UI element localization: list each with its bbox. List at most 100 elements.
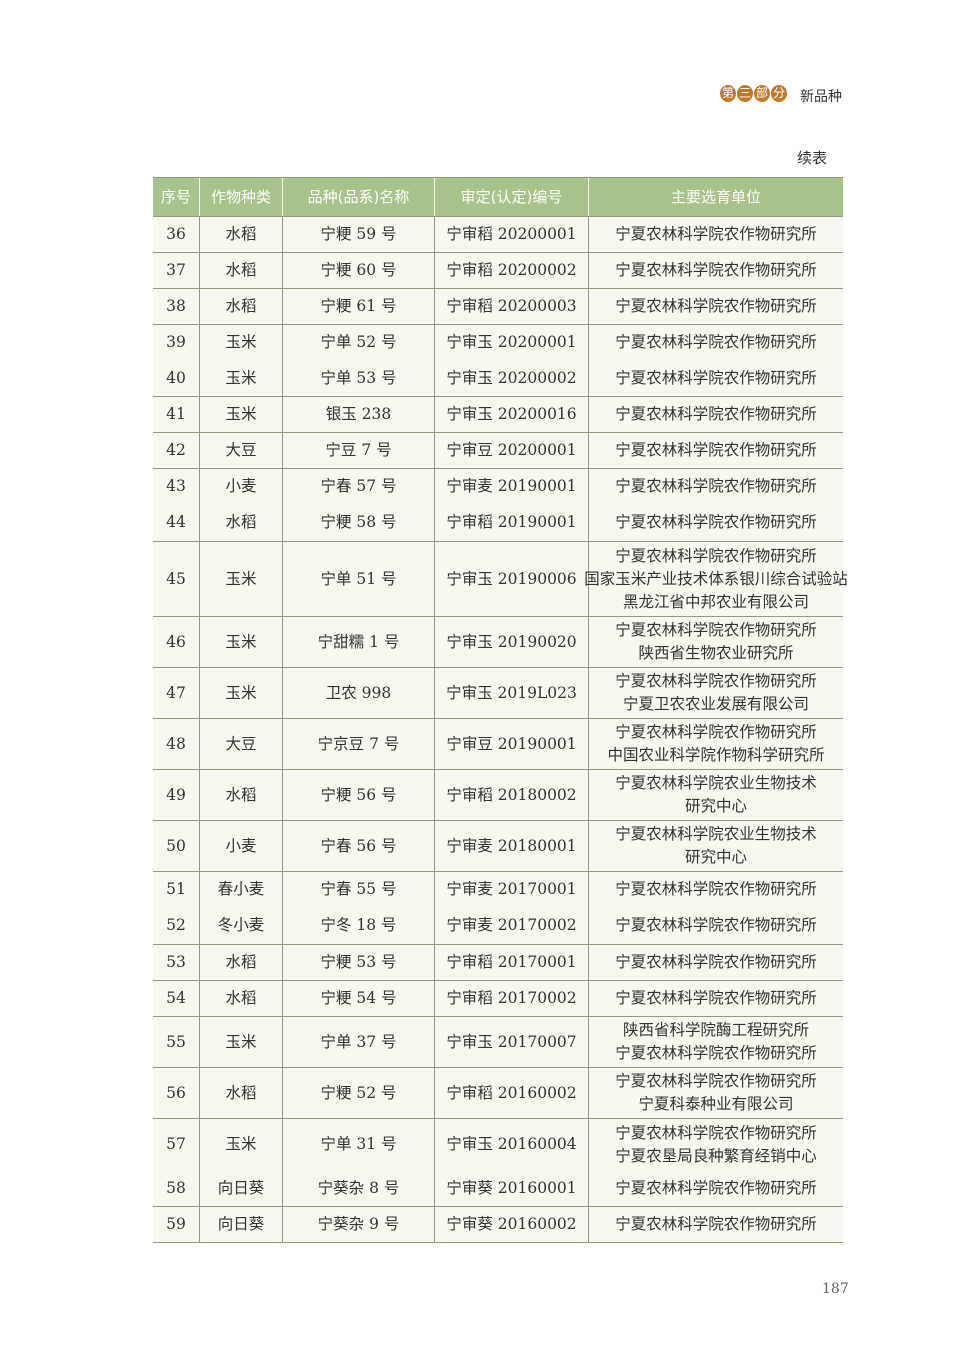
crop-type: 水稻: [199, 945, 282, 980]
row-number: 43: [166, 477, 186, 495]
variety-name: 宁单 37 号: [282, 1017, 434, 1067]
breeding-unit: 宁夏农林科学院农作物研究所 中国农业科学院作物科学研究所: [588, 719, 843, 769]
page-number: 187: [822, 1281, 849, 1297]
approval-number: 宁审稻 20180002: [434, 770, 588, 820]
column-header: 品种(品系)名称: [282, 178, 434, 216]
table-row: 51 春小麦 宁春 55 号宁审麦 20170001 宁夏农林科学院农作物研究所: [153, 871, 843, 907]
variety-name: 宁单 31 号: [282, 1119, 434, 1170]
table-row: 50 小麦 宁春 56 号宁审麦 20180001 宁夏农林科学院农业生物技术 研究中…: [153, 820, 843, 871]
crop-type: 玉米: [199, 617, 282, 667]
crop-type: 水稻: [199, 253, 282, 288]
breeding-unit: 宁夏农林科学院农作物研究所: [588, 907, 843, 944]
approval-number: 宁审玉 20190006: [434, 542, 588, 616]
breeding-unit: 宁夏农林科学院农作物研究所: [588, 253, 843, 288]
section-name: 新品种: [800, 89, 842, 105]
approval-number: 宁审玉 20200016: [434, 397, 588, 432]
variety-name: 宁甜糯 1 号: [282, 617, 434, 667]
table-row: 39 玉米 宁单 52 号宁审玉 20200001 宁夏农林科学院农作物研究所: [153, 324, 843, 360]
column-header: 主要选育单位: [588, 178, 843, 216]
breeding-unit: 宁夏农林科学院农作物研究所: [588, 360, 843, 396]
row-number: 39: [166, 333, 186, 351]
approval-number: 宁审葵 20160002: [434, 1207, 588, 1242]
variety-table: 序号 作物种类 品种(品系)名称 审定(认定)编号 主要选育单位 36 水稻 宁粳 …: [153, 177, 848, 1243]
crop-type: 玉米: [199, 668, 282, 718]
row-number: 50: [166, 836, 186, 855]
row-number: 45: [166, 569, 186, 588]
approval-number: 宁审玉 20190020: [434, 617, 588, 667]
crop-type: 春小麦: [199, 872, 282, 907]
approval-number: 宁审稻 20200003: [434, 289, 588, 324]
table-row: 55 玉米 宁单 37 号宁审玉 20170007 陕西省科学院酶工程研究所 宁夏农林…: [153, 1016, 843, 1067]
table-row: 37 水稻 宁粳 60 号宁审稻 20200002 宁夏农林科学院农作物研究所: [153, 252, 843, 288]
table-row: 43 小麦 宁春 57 号宁审麦 20190001 宁夏农林科学院农作物研究所: [153, 468, 843, 504]
breeding-unit: 宁夏农林科学院农作物研究所: [588, 217, 843, 252]
crop-type: 向日葵: [199, 1207, 282, 1242]
table-row: 54 水稻 宁粳 54 号宁审稻 20170002 宁夏农林科学院农作物研究所: [153, 980, 843, 1016]
breeding-unit: 宁夏农林科学院农作物研究所: [588, 433, 843, 468]
approval-number: 宁审稻 20200001: [434, 217, 588, 252]
badge-char: 部: [754, 85, 770, 102]
crop-type: 向日葵: [199, 1170, 282, 1206]
row-number: 46: [166, 632, 186, 651]
column-header: 作物种类: [199, 178, 282, 216]
column-header: 序号: [160, 187, 191, 206]
row-number: 53: [166, 953, 186, 971]
breeding-unit: 宁夏农林科学院农作物研究所: [588, 872, 843, 907]
table-header-row: 序号 作物种类 品种(品系)名称 审定(认定)编号 主要选育单位: [153, 177, 843, 216]
breeding-unit: 宁夏农林科学院农作物研究所 陕西省生物农业研究所: [588, 617, 843, 667]
row-number: 51: [166, 880, 186, 898]
table-row: 56 水稻 宁粳 52 号宁审稻 20160002 宁夏农林科学院农作物研究所 宁夏科…: [153, 1067, 843, 1118]
variety-name: 宁粳 54 号: [282, 981, 434, 1016]
breeding-unit: 宁夏农林科学院农作物研究所 宁夏农垦局良种繁育经销中心: [588, 1119, 843, 1170]
table-row: 38 水稻 宁粳 61 号宁审稻 20200003 宁夏农林科学院农作物研究所: [153, 288, 843, 324]
breeding-unit: 宁夏农林科学院农业生物技术 研究中心: [588, 770, 843, 820]
crop-type: 小麦: [199, 821, 282, 871]
row-number: 54: [166, 989, 186, 1007]
crop-type: 小麦: [199, 469, 282, 504]
breeding-unit: 陕西省科学院酶工程研究所 宁夏农林科学院农作物研究所: [588, 1017, 843, 1067]
variety-name: 宁粳 60 号: [282, 253, 434, 288]
table-row: 40 玉米 宁单 53 号宁审玉 20200002 宁夏农林科学院农作物研究所: [153, 360, 843, 396]
row-number: 49: [166, 785, 186, 804]
approval-number: 宁审麦 20170001: [434, 872, 588, 907]
table-row: 49 水稻 宁粳 56 号宁审稻 20180002 宁夏农林科学院农业生物技术 研究中…: [153, 769, 843, 820]
approval-number: 宁审玉 20200001: [434, 325, 588, 360]
variety-name: 宁粳 53 号: [282, 945, 434, 980]
variety-name: 宁粳 58 号: [282, 504, 434, 541]
row-number: 56: [166, 1083, 186, 1102]
row-number: 55: [166, 1032, 186, 1051]
row-number: 59: [166, 1215, 186, 1233]
crop-type: 玉米: [199, 397, 282, 432]
approval-number: 宁审麦 20190001: [434, 469, 588, 504]
variety-name: 宁单 52 号: [282, 325, 434, 360]
variety-name: 宁粳 52 号: [282, 1068, 434, 1118]
continued-label: 续表: [797, 149, 828, 167]
crop-type: 水稻: [199, 289, 282, 324]
breeding-unit: 宁夏农林科学院农作物研究所: [588, 1170, 843, 1206]
section-badge: 第 三 部 分: [720, 85, 787, 102]
table-row: 48 大豆 宁京豆 7 号宁审豆 20190001 宁夏农林科学院农作物研究所 中国农…: [153, 718, 843, 769]
table-row: 44 水稻 宁粳 58 号宁审稻 20190001 宁夏农林科学院农作物研究所: [153, 504, 843, 541]
variety-name: 宁单 51 号: [282, 542, 434, 616]
badge-char: 三: [737, 85, 753, 102]
approval-number: 宁审葵 20160001: [434, 1170, 588, 1206]
crop-type: 冬小麦: [199, 907, 282, 944]
row-number: 41: [166, 405, 186, 423]
breeding-unit: 宁夏农林科学院农作物研究所: [588, 469, 843, 504]
row-number: 36: [166, 225, 186, 243]
breeding-unit: 宁夏农林科学院农作物研究所: [588, 1207, 843, 1242]
table-row: 47 玉米 卫农 998 宁审玉 2019L023 宁夏农林科学院农作物研究所 宁夏卫农…: [153, 667, 843, 718]
breeding-unit: 宁夏农林科学院农作物研究所: [588, 981, 843, 1016]
row-number: 47: [166, 683, 186, 702]
approval-number: 宁审稻 20160002: [434, 1068, 588, 1118]
breeding-unit: 宁夏农林科学院农作物研究所: [588, 289, 843, 324]
row-number: 52: [166, 916, 186, 934]
breeding-unit: 宁夏农林科学院农业生物技术 研究中心: [588, 821, 843, 871]
variety-name: 宁京豆 7 号: [282, 719, 434, 769]
variety-name: 银玉 238: [282, 397, 434, 432]
table-row: 41 玉米 银玉 238 宁审玉 20200016 宁夏农林科学院农作物研究所: [153, 396, 843, 432]
approval-number: 宁审稻 20170002: [434, 981, 588, 1016]
variety-name: 宁春 57 号: [282, 469, 434, 504]
breeding-unit: 宁夏农林科学院农作物研究所 宁夏卫农农业发展有限公司: [588, 668, 843, 718]
table-row: 57 玉米 宁单 31 号宁审玉 20160004 宁夏农林科学院农作物研究所 宁夏农…: [153, 1118, 843, 1170]
